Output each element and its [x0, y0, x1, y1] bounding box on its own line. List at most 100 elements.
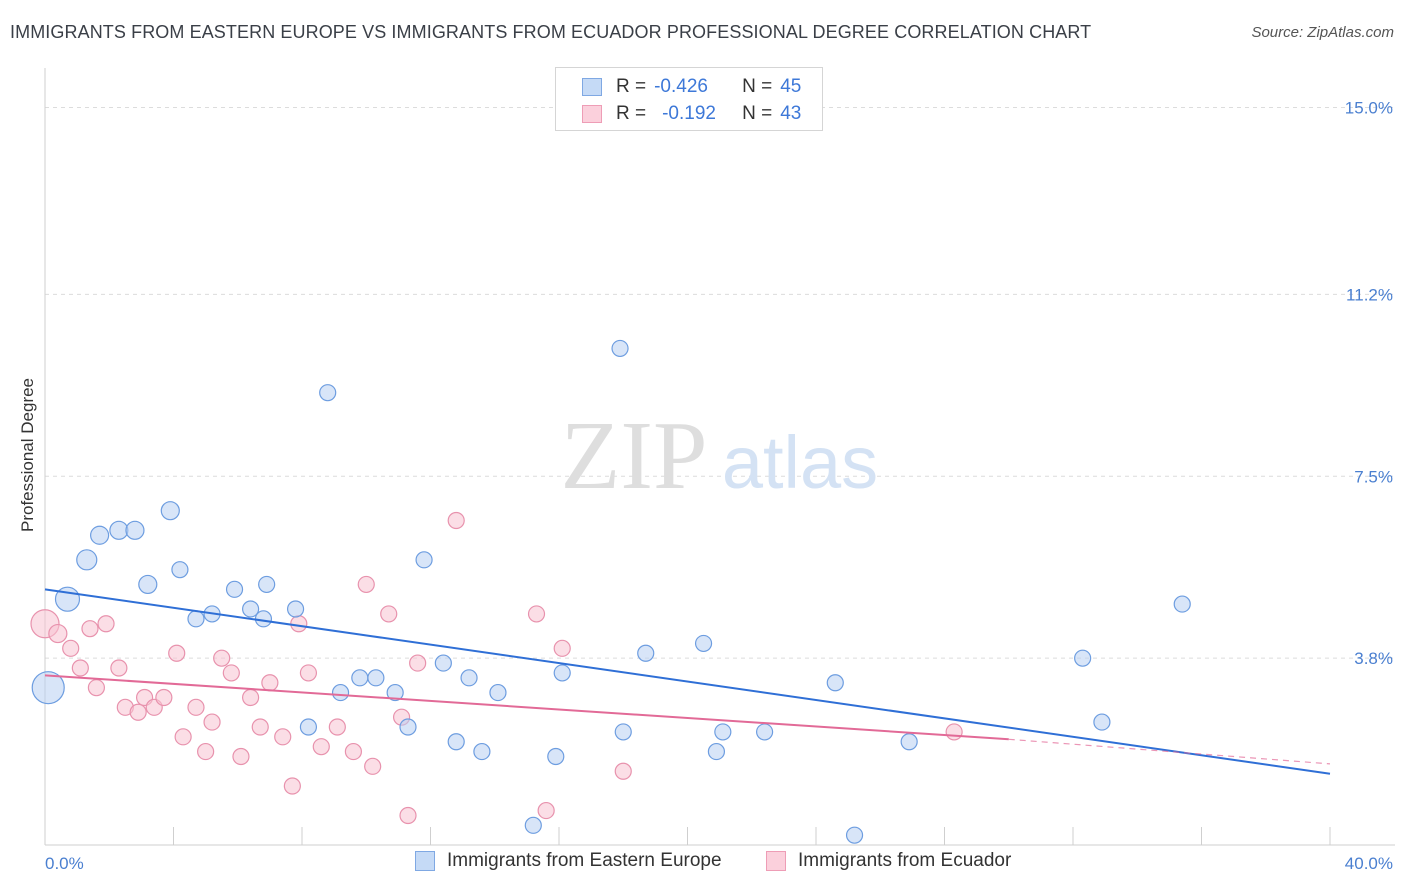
eastern-europe-point [447, 733, 465, 751]
ecuador-point [81, 620, 99, 638]
eastern-europe-point [1093, 713, 1111, 731]
ecuador-point [232, 747, 250, 766]
ecuador-point [48, 623, 68, 644]
eastern-europe-point [242, 600, 260, 618]
eastern-europe-point [286, 600, 305, 618]
ecuador-point [213, 649, 231, 667]
legend-row-ecuador: R = -0.192 N = 43 [556, 101, 801, 127]
ecuador-points [30, 511, 963, 825]
eastern-europe-point [415, 551, 433, 569]
eastern-europe-point [386, 683, 404, 702]
legend-n-value: 43 [780, 103, 802, 124]
eastern-europe-point [187, 610, 205, 628]
ecuador-point [242, 688, 260, 707]
legend-item-eastern-europe: Immigrants from Eastern Europe [415, 850, 722, 872]
eastern-europe-point [160, 501, 180, 521]
eastern-europe-point [434, 654, 452, 672]
ecuador-point [197, 742, 215, 761]
ecuador-point [187, 698, 205, 716]
eastern-europe-point [614, 723, 632, 741]
ecuador-point [945, 723, 963, 741]
eastern-europe-trend-line [44, 588, 1331, 775]
series-legend: Immigrants from Eastern Europe Immigrant… [0, 850, 1406, 878]
ecuador-point [357, 575, 375, 594]
ecuador-point [364, 757, 382, 775]
eastern-europe-point [138, 574, 158, 595]
ecuador-point [312, 738, 330, 756]
ecuador-point [527, 605, 546, 623]
eastern-europe-point [845, 826, 864, 844]
eastern-europe-point [694, 634, 713, 653]
eastern-europe-point [90, 525, 110, 545]
ecuador-point [614, 762, 632, 780]
eastern-europe-point [254, 610, 273, 628]
ecuador-point [168, 644, 186, 662]
ecuador-point [537, 801, 555, 820]
eastern-europe-point [125, 520, 145, 540]
eastern-europe-point [707, 742, 726, 761]
legend-r-value: -0.192 [662, 103, 716, 124]
chart-title: IMMIGRANTS FROM EASTERN EUROPE VS IMMIGR… [10, 22, 1092, 42]
x-tick-label-max: 40.0% [1345, 854, 1393, 873]
eastern-europe-point [1173, 595, 1191, 613]
ecuador-point [129, 703, 147, 721]
eastern-europe-point [225, 580, 244, 598]
legend-r-label: R = [616, 76, 647, 97]
eastern-europe-point [524, 816, 542, 834]
eastern-europe-point [299, 718, 318, 736]
legend-swatch-blue [582, 78, 602, 96]
y-tick-label: 15.0% [1345, 99, 1393, 118]
ecuador-point [283, 777, 301, 795]
ecuador-point [447, 511, 465, 530]
ecuador-point [62, 639, 80, 657]
legend-swatch-pink [766, 851, 786, 871]
eastern-europe-point [714, 723, 732, 741]
legend-swatch-pink [582, 105, 602, 123]
watermark-atlas: atlas [722, 421, 878, 504]
ecuador-point [222, 664, 240, 682]
eastern-europe-point [171, 561, 189, 579]
x-tick-label-min: 0.0% [45, 854, 84, 873]
ecuador-point [299, 664, 318, 682]
ecuador-point [110, 659, 128, 677]
ecuador-point [155, 688, 173, 707]
eastern-europe-point [473, 742, 491, 761]
ecuador-point [553, 639, 571, 657]
eastern-europe-point [755, 723, 774, 741]
eastern-europe-point [319, 384, 337, 402]
eastern-europe-point [351, 669, 369, 687]
watermark-zip: ZIP [561, 402, 708, 510]
eastern-europe-point [367, 669, 385, 687]
legend-n-label: N = [742, 103, 773, 124]
legend-n-value: 45 [780, 76, 802, 97]
legend-swatch-blue [415, 851, 435, 871]
ecuador-point [399, 806, 417, 825]
axes [44, 68, 1395, 846]
ecuador-point [344, 742, 362, 761]
ecuador-point [203, 713, 221, 731]
ecuador-point [174, 728, 192, 746]
eastern-europe-point [900, 733, 918, 751]
y-tick-label: 3.8% [1354, 649, 1393, 668]
eastern-europe-point [826, 674, 844, 692]
eastern-europe-point [637, 644, 655, 662]
eastern-europe-point [258, 575, 276, 594]
legend-item-ecuador: Immigrants from Ecuador [766, 850, 1011, 872]
eastern-europe-point [76, 549, 98, 571]
eastern-europe-point [109, 520, 129, 540]
tick-labels: 3.8% 7.5% 11.2% 15.0% 0.0% 40.0% [45, 99, 1393, 874]
ecuador-point [328, 718, 346, 736]
grid-lines [45, 107, 1395, 659]
legend-label-ecuador: Immigrants from Ecuador [798, 850, 1012, 871]
ecuador-point [97, 615, 115, 633]
ecuador-point [261, 674, 279, 692]
source-label: Source: ZipAtlas.com [1251, 24, 1394, 41]
legend-label-eastern-europe: Immigrants from Eastern Europe [447, 850, 722, 871]
eastern-europe-point [547, 747, 565, 766]
eastern-europe-point [611, 339, 629, 358]
ecuador-point [290, 615, 308, 633]
ecuador-point [87, 679, 106, 697]
ecuador-point [251, 718, 269, 736]
eastern-europe-point [460, 669, 478, 687]
